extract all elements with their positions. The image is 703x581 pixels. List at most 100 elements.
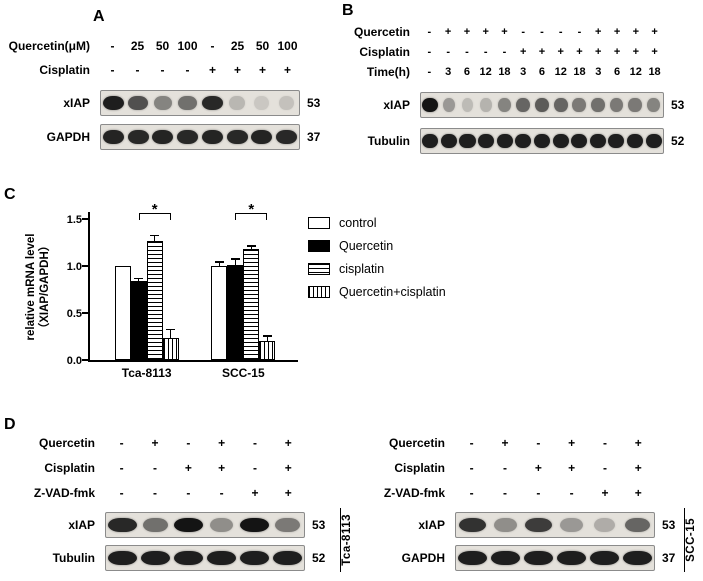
blot-lane (274, 125, 299, 149)
condition-row: Z-VAD-fmk - - - - + + (360, 480, 703, 505)
protein-band (533, 134, 550, 148)
blot-lane (588, 513, 621, 537)
error-bar (250, 246, 253, 250)
protein-band (459, 134, 476, 148)
condition-value: - (465, 46, 469, 58)
protein-band (174, 551, 203, 565)
condition-value: + (284, 435, 292, 450)
legend-swatch-quercetin (308, 240, 330, 252)
protein-band (251, 130, 273, 144)
blot-lane (225, 91, 250, 115)
panel-b-label: B (342, 2, 354, 19)
condition-value: + (595, 46, 602, 58)
condition-row: Z-VAD-fmk - - - - + + (10, 480, 362, 505)
condition-value: - (119, 460, 124, 475)
protein-band (207, 551, 236, 565)
condition-value: - (152, 460, 157, 475)
blot-lane (522, 513, 555, 537)
condition-value: + (284, 485, 292, 500)
condition-value: 3 (520, 66, 527, 78)
bar (114, 266, 131, 360)
blot-lane (626, 129, 645, 153)
condition-values: -25 50 100-25 50 100 (100, 39, 300, 53)
blot-lane (205, 513, 238, 537)
condition-label: Quercetin (388, 435, 445, 450)
protein-band (273, 551, 302, 565)
x-category-label: Tca-8113 (121, 366, 172, 380)
molecular-weight-label: 53 (671, 98, 685, 112)
protein-band (493, 518, 518, 532)
protein-band (458, 518, 487, 532)
condition-value: - (110, 39, 115, 53)
blot-lane (570, 129, 589, 153)
protein-band (173, 518, 204, 532)
condition-value: + (632, 46, 640, 58)
blot-lane (271, 513, 304, 537)
protein-band (571, 134, 588, 148)
error-bar-cap (246, 245, 256, 247)
blot-lane (607, 129, 626, 153)
panel-a-label: A (93, 8, 105, 25)
blot-lane (495, 129, 514, 153)
blot-image (100, 124, 300, 150)
condition-value: - (469, 435, 474, 450)
condition-value: - (483, 46, 488, 58)
protein-band (524, 518, 553, 532)
protein-band (572, 98, 586, 112)
protein-band (534, 98, 550, 112)
legend-label: Quercetin+cisplatin (339, 285, 446, 299)
y-tick-mark (82, 312, 90, 315)
protein-band (276, 130, 298, 144)
bar (130, 281, 147, 360)
condition-value: 18 (648, 66, 661, 78)
protein-band (152, 130, 174, 144)
condition-value: + (218, 435, 226, 450)
condition-value: + (634, 435, 642, 450)
bar (243, 249, 260, 360)
protein-band (593, 518, 616, 532)
y-tick-mark (82, 359, 90, 361)
blot-lane (271, 546, 304, 570)
blot-lane (551, 129, 570, 153)
blot-lane (151, 125, 176, 149)
blot-row: xIAP 53 (360, 512, 703, 538)
blot-lane (588, 129, 607, 153)
protein-band (128, 96, 148, 110)
blot-lane (514, 129, 533, 153)
legend-swatch-cisplatin (308, 263, 330, 275)
legend-label: Quercetin (339, 239, 394, 253)
protein-band (458, 551, 487, 565)
cell-line-label-tca8113: Tca-8113 (340, 508, 353, 572)
error-bar (218, 262, 221, 267)
blot-lane (477, 93, 496, 117)
protein-band (275, 518, 300, 532)
condition-label: Cisplatin (39, 63, 90, 77)
protein-band (201, 130, 223, 144)
protein-band (141, 551, 170, 565)
condition-label: Quercetin (38, 435, 95, 450)
error-bar (266, 336, 269, 342)
error-bar-cap (134, 277, 144, 280)
blot-protein-label: Tubulin (52, 551, 95, 565)
condition-value: + (634, 485, 642, 500)
condition-value: - (540, 26, 544, 38)
condition-value: + (233, 63, 241, 77)
blot-image (455, 545, 655, 571)
condition-value: + (651, 26, 658, 38)
condition-value: - (427, 26, 432, 38)
blot-lane (139, 513, 172, 537)
blot-lane (238, 513, 271, 537)
condition-label: Cisplatin (44, 460, 95, 475)
condition-label: Z-VAD-fmk (383, 485, 445, 500)
blot-lane (175, 125, 200, 149)
blot-lane (495, 93, 514, 117)
condition-value: + (601, 485, 609, 500)
condition-value: - (252, 460, 257, 475)
blot-protein-label: xIAP (383, 98, 410, 112)
protein-band (226, 130, 248, 144)
condition-value: + (151, 435, 159, 450)
condition-value: + (283, 63, 291, 77)
molecular-weight-label: 52 (312, 551, 326, 565)
panel-d-tca8113-group: Quercetin - + - + - + Cisplatin - - + + - + Z-VAD-… (10, 430, 362, 572)
